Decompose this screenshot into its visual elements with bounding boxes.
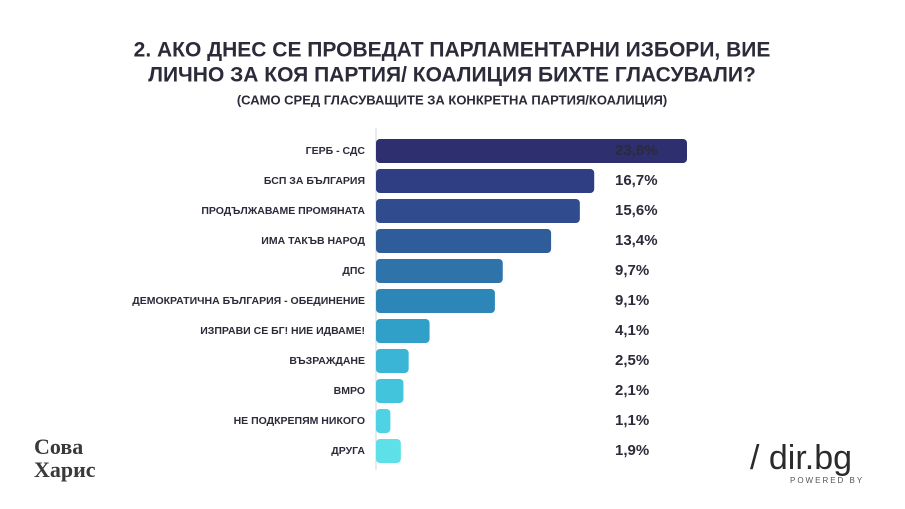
- value-label: 13,4%: [615, 232, 658, 249]
- category-label: ДПС: [342, 265, 365, 277]
- logo-subtext: POWERED BY: [790, 476, 864, 485]
- category-label: ВЪЗРАЖДАНЕ: [289, 355, 365, 367]
- bar: [376, 199, 580, 223]
- value-label: 16,7%: [615, 172, 658, 189]
- bar: [376, 379, 404, 403]
- bar: [376, 319, 430, 343]
- category-label: ПРОДЪЛЖАВАМЕ ПРОМЯНАТА: [201, 205, 365, 217]
- value-label: 1,1%: [615, 412, 649, 429]
- value-label: 15,6%: [615, 202, 658, 219]
- bar: [376, 439, 401, 463]
- logo-text: Харис: [34, 457, 96, 482]
- value-label: 9,7%: [615, 262, 649, 279]
- category-label: ИМА ТАКЪВ НАРОД: [261, 235, 365, 247]
- value-label: 2,1%: [615, 382, 649, 399]
- value-label: 9,1%: [615, 292, 649, 309]
- bar: [376, 289, 495, 313]
- chart-subtitle: (САМО СРЕД ГЛАСУВАЩИТЕ ЗА КОНКРЕТНА ПАРТ…: [237, 92, 667, 107]
- value-label: 4,1%: [615, 322, 649, 339]
- bar: [376, 259, 503, 283]
- logo-text: / dir.bg: [750, 439, 852, 477]
- category-label: ИЗПРАВИ СЕ БГ! НИЕ ИДВАМЕ!: [200, 325, 365, 337]
- category-label: ГЕРБ - СДС: [306, 145, 366, 157]
- category-label: ДРУГА: [331, 445, 365, 457]
- value-label: 2,5%: [615, 352, 649, 369]
- chart-title: ЛИЧНО ЗА КОЯ ПАРТИЯ/ КОАЛИЦИЯ БИХТЕ ГЛАС…: [148, 64, 756, 87]
- bar: [376, 409, 391, 433]
- value-label: 23,8%: [615, 142, 658, 159]
- logo-text: Сова: [34, 434, 83, 459]
- category-label: ДЕМОКРАТИЧНА БЪЛГАРИЯ - ОБЕДИНЕНИЕ: [132, 295, 365, 307]
- bar: [376, 139, 687, 163]
- chart-title: 2. АКО ДНЕС СЕ ПРОВЕДАТ ПАРЛАМЕНТАРНИ ИЗ…: [134, 39, 771, 62]
- bar: [376, 169, 595, 193]
- category-label: НЕ ПОДКРЕПЯМ НИКОГО: [234, 415, 365, 427]
- bar: [376, 229, 552, 253]
- category-label: ВМРО: [334, 385, 365, 397]
- bar: [376, 349, 409, 373]
- category-label: БСП ЗА БЪЛГАРИЯ: [264, 175, 365, 187]
- value-label: 1,9%: [615, 442, 649, 459]
